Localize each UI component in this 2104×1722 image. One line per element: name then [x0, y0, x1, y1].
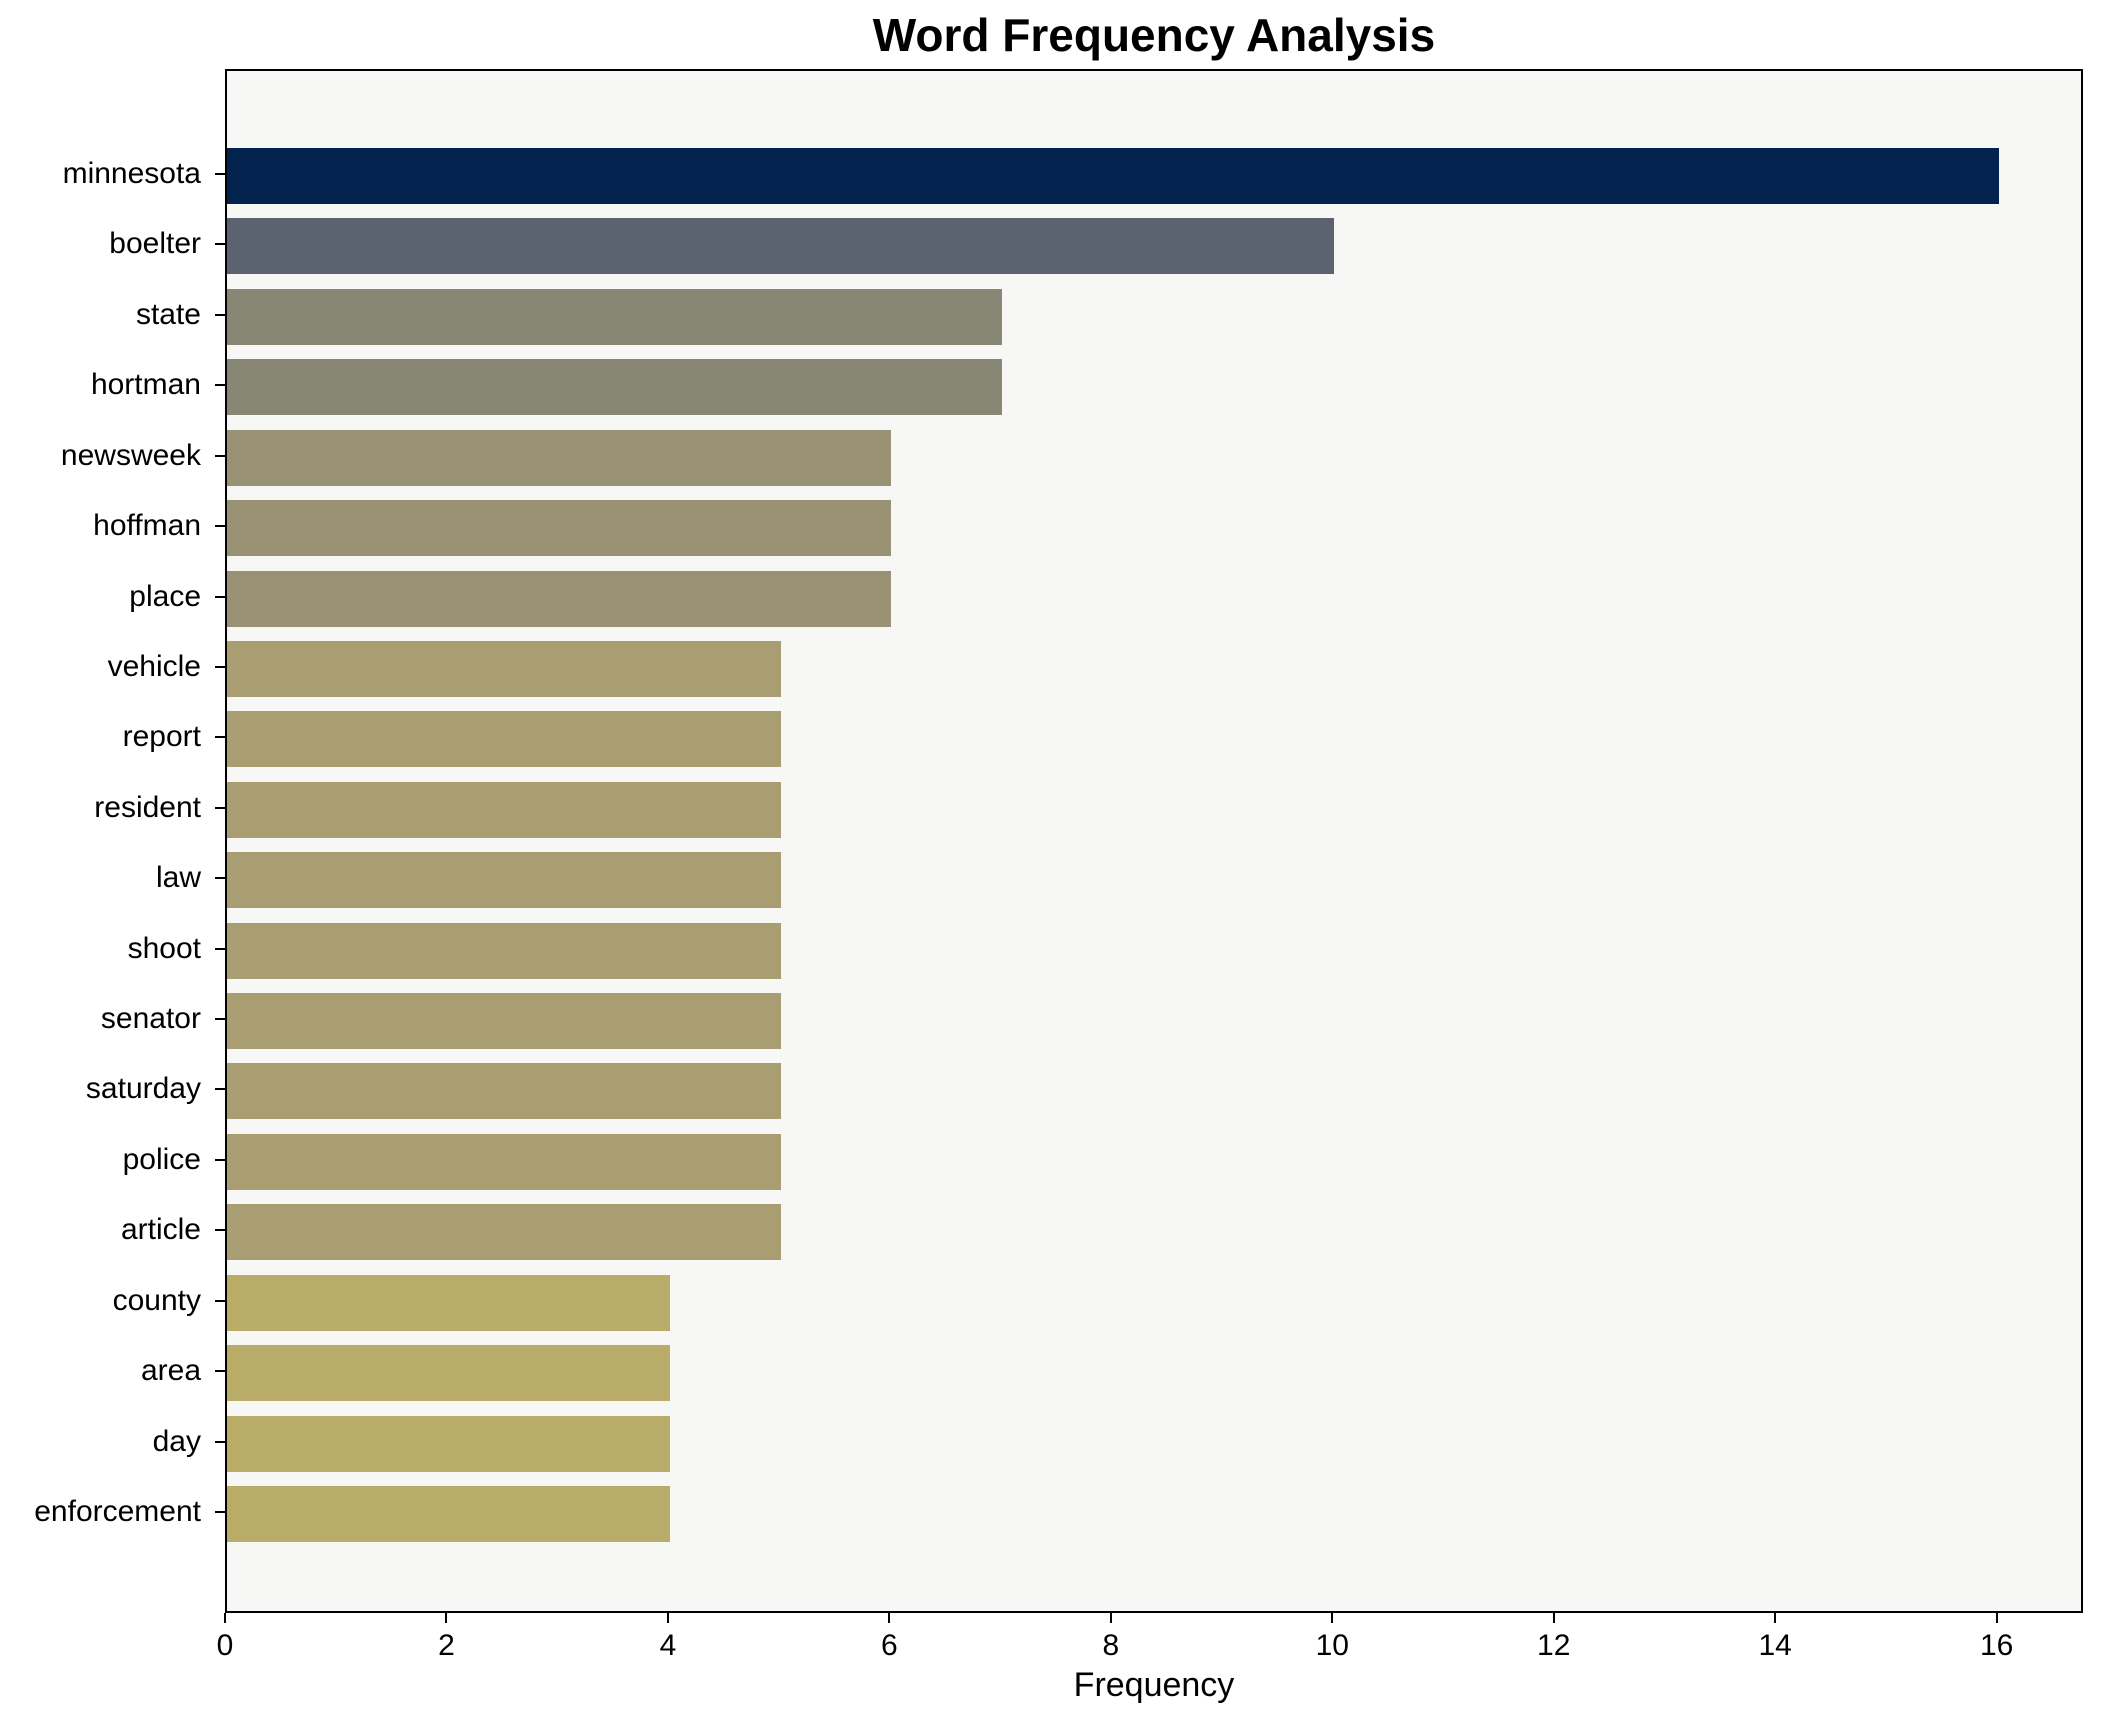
x-tick-label-6: 6	[881, 1629, 898, 1662]
bar-report	[227, 711, 781, 768]
y-tick-mark	[215, 525, 225, 528]
x-axis-label: Frequency	[1073, 1666, 1235, 1704]
x-tick-mark	[1995, 1613, 1998, 1623]
y-tick-label-area: area	[140, 1354, 201, 1388]
bar-hoffman	[227, 500, 892, 557]
y-tick-mark	[215, 173, 225, 175]
y-tick-mark	[215, 736, 225, 739]
bar-county	[227, 1274, 670, 1331]
x-tick-label-14: 14	[1758, 1629, 1792, 1662]
x-tick-mark	[666, 1613, 669, 1623]
y-tick-label-law: law	[155, 861, 201, 895]
y-tick-label-hoffman: hoffman	[93, 509, 201, 543]
bar-minnesota	[227, 148, 1999, 204]
y-tick-mark	[215, 1018, 225, 1021]
y-tick-mark	[215, 1088, 225, 1091]
bar-hortman	[227, 359, 1003, 416]
x-tick-label-4: 4	[659, 1629, 677, 1662]
x-tick-label-16: 16	[1979, 1629, 2014, 1662]
y-tick-mark	[215, 1158, 225, 1161]
chart-title: Word Frequency Analysis	[872, 9, 1436, 61]
y-tick-mark	[215, 806, 225, 809]
y-tick-label-enforcement: enforcement	[34, 1494, 201, 1528]
x-tick-mark	[445, 1613, 448, 1623]
y-tick-mark	[215, 313, 225, 316]
bar-shoot	[227, 922, 781, 979]
bar-law	[227, 852, 781, 909]
bar-newsweek	[227, 429, 892, 486]
x-tick-mark	[888, 1613, 891, 1623]
y-tick-label-resident: resident	[94, 790, 201, 824]
x-tick-mark	[1109, 1613, 1112, 1623]
y-tick-label-hortman: hortman	[90, 368, 201, 402]
y-tick-label-saturday: saturday	[85, 1072, 201, 1106]
y-tick-mark	[215, 1229, 225, 1232]
y-tick-label-county: county	[112, 1283, 201, 1317]
x-tick-mark	[1331, 1613, 1334, 1623]
y-tick-label-shoot: shoot	[127, 931, 201, 965]
y-tick-mark	[215, 595, 225, 598]
x-tick-label-8: 8	[1102, 1629, 1120, 1662]
y-tick-label-senator: senator	[100, 1002, 201, 1036]
y-tick-mark	[215, 384, 225, 387]
x-tick-label-10: 10	[1315, 1629, 1349, 1662]
y-tick-mark	[215, 947, 225, 950]
bar-article	[227, 1204, 781, 1261]
y-tick-mark	[215, 1370, 225, 1373]
bar-enforcement	[227, 1485, 670, 1542]
bar-place	[227, 570, 892, 627]
y-tick-label-report: report	[122, 720, 201, 754]
y-tick-mark	[215, 1440, 225, 1443]
bar-day	[227, 1415, 670, 1472]
y-tick-mark	[215, 1510, 225, 1513]
y-tick-label-day: day	[152, 1424, 201, 1458]
x-tick-label-12: 12	[1537, 1629, 1571, 1662]
x-tick-mark	[1552, 1613, 1555, 1623]
y-tick-label-vehicle: vehicle	[107, 649, 201, 683]
bar-senator	[227, 993, 781, 1050]
y-tick-label-state: state	[135, 297, 201, 331]
bar-resident	[227, 781, 781, 838]
y-tick-label-place: place	[129, 579, 201, 613]
y-tick-label-newsweek: newsweek	[60, 438, 201, 472]
y-tick-label-police: police	[122, 1142, 201, 1176]
y-tick-mark	[215, 243, 225, 246]
bar-saturday	[227, 1063, 781, 1120]
bar-vehicle	[227, 640, 781, 697]
y-tick-mark	[215, 454, 225, 457]
y-tick-label-minnesota: minnesota	[62, 157, 201, 190]
x-tick-label-0: 0	[216, 1629, 234, 1662]
y-tick-mark	[215, 665, 225, 668]
bar-boelter	[227, 218, 1335, 275]
plot-area	[225, 69, 2083, 1613]
y-tick-label-boelter: boelter	[109, 227, 201, 261]
x-tick-mark	[1774, 1613, 1777, 1623]
x-tick-mark	[224, 1613, 226, 1623]
y-tick-label-article: article	[120, 1213, 201, 1247]
bar-area	[227, 1345, 670, 1402]
y-tick-mark	[215, 1299, 225, 1302]
bar-police	[227, 1133, 781, 1190]
bar-state	[227, 288, 1003, 345]
y-tick-mark	[215, 877, 225, 880]
x-tick-label-2: 2	[438, 1629, 455, 1662]
